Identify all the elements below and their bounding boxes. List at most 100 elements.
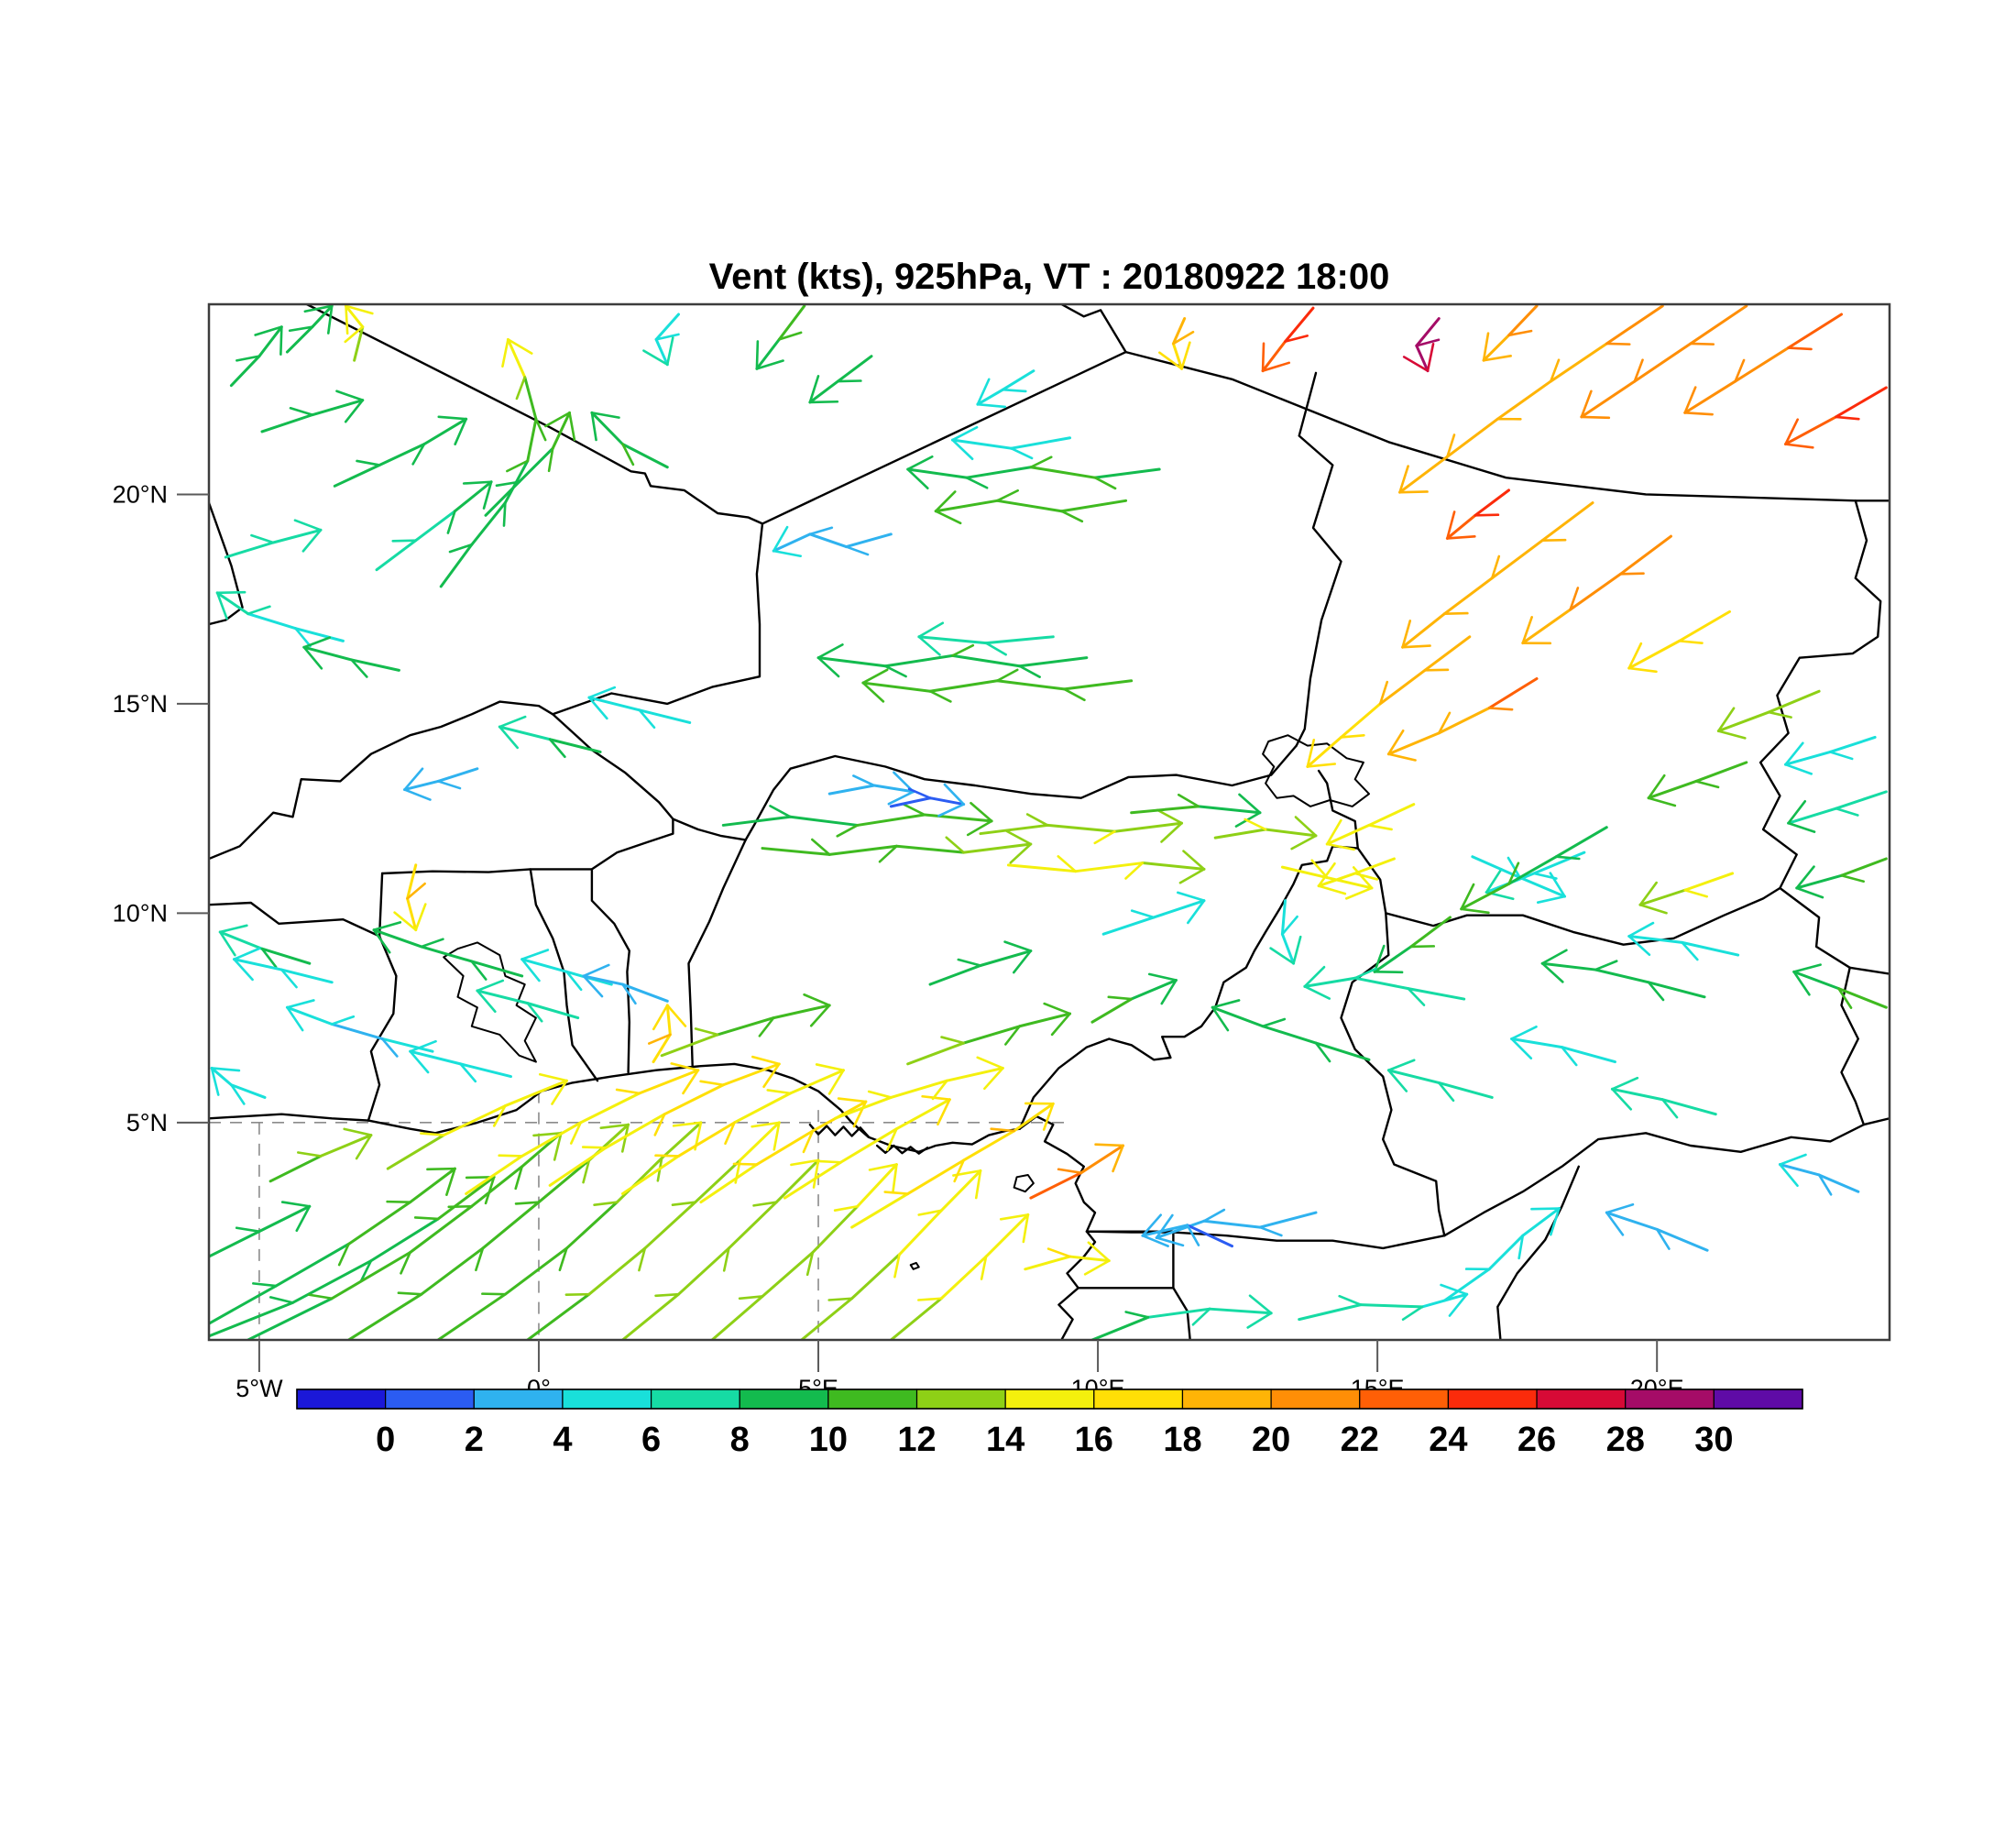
wind-barb bbox=[482, 480, 493, 510]
wind-barb bbox=[1310, 859, 1329, 879]
streamline bbox=[1325, 803, 1416, 851]
wind-barb bbox=[520, 958, 541, 982]
wind-barb bbox=[544, 412, 571, 428]
colorbar-segment bbox=[827, 1388, 918, 1410]
wind-barb bbox=[515, 376, 527, 401]
wind-barb bbox=[302, 636, 332, 649]
wind-barb bbox=[995, 488, 1019, 502]
wind-barb bbox=[1093, 476, 1117, 490]
streamline bbox=[928, 940, 1033, 986]
country-border-mali-mauritania bbox=[209, 501, 244, 626]
wind-barb bbox=[553, 1131, 563, 1161]
colorbar-segment bbox=[562, 1388, 652, 1410]
wind-barb bbox=[1248, 1294, 1273, 1315]
wind-barb bbox=[1580, 390, 1593, 419]
wind-barb bbox=[1352, 866, 1374, 890]
wind-barb bbox=[1517, 1234, 1525, 1260]
wind-barb bbox=[420, 1132, 445, 1136]
wind-barb bbox=[502, 501, 507, 527]
wind-barb bbox=[538, 1072, 568, 1082]
colorbar-segment bbox=[385, 1388, 475, 1410]
wind-barb bbox=[1387, 1069, 1408, 1092]
colorbar-label: 18 bbox=[1163, 1421, 1201, 1459]
streamline bbox=[1482, 304, 1539, 362]
wind-barb bbox=[999, 1213, 1030, 1221]
streamline bbox=[1101, 891, 1206, 936]
wind-barb bbox=[1010, 446, 1034, 460]
wind-barb bbox=[1317, 862, 1336, 887]
wind-barb bbox=[1779, 1163, 1799, 1187]
streamline bbox=[1213, 816, 1318, 851]
streamline bbox=[1605, 1202, 1709, 1252]
wind-barb bbox=[1647, 796, 1677, 807]
wind-barb bbox=[934, 510, 962, 525]
wind-barb bbox=[507, 338, 533, 355]
wind-barb bbox=[1004, 1025, 1021, 1046]
wind-barb bbox=[928, 689, 952, 703]
wind-barb bbox=[769, 805, 792, 818]
streamline bbox=[1306, 635, 1472, 768]
streamline bbox=[439, 337, 547, 588]
wind-barb bbox=[548, 738, 566, 759]
wind-barb bbox=[861, 668, 889, 685]
streamline bbox=[861, 668, 1134, 703]
wind-barb bbox=[1415, 338, 1441, 347]
wind-barb bbox=[599, 1123, 630, 1129]
wind-barb bbox=[1681, 941, 1699, 961]
streamline bbox=[1130, 793, 1262, 828]
wind-barb bbox=[724, 1121, 736, 1146]
streamline bbox=[393, 863, 427, 932]
streamline bbox=[889, 783, 966, 818]
colorbar-label: 26 bbox=[1517, 1421, 1556, 1459]
wind-barb bbox=[811, 838, 831, 856]
wind-barb bbox=[751, 1055, 781, 1066]
streamline bbox=[386, 1072, 568, 1170]
wind-barb bbox=[233, 958, 254, 982]
map-frame bbox=[207, 302, 1891, 1342]
wind-barb bbox=[1378, 680, 1389, 706]
country-border-niger-chad bbox=[1295, 371, 1342, 747]
streamline bbox=[1269, 899, 1302, 965]
colorbar-label: 14 bbox=[986, 1421, 1024, 1459]
wind-barb bbox=[970, 801, 993, 823]
wind-barb bbox=[1605, 342, 1631, 346]
colorbar-label: 10 bbox=[809, 1421, 848, 1459]
wind-barb bbox=[1784, 418, 1800, 445]
wind-barb bbox=[565, 971, 583, 992]
wind-barb bbox=[279, 325, 283, 356]
streamline bbox=[889, 1213, 1030, 1340]
wind-barb bbox=[654, 1292, 680, 1298]
wind-barb bbox=[462, 480, 493, 485]
wind-barb bbox=[654, 333, 680, 341]
wind-barb bbox=[883, 1191, 909, 1195]
wind-barb bbox=[943, 783, 965, 806]
streamline bbox=[260, 390, 365, 434]
wind-barb bbox=[827, 1297, 853, 1301]
wind-barb bbox=[1155, 1236, 1185, 1247]
wind-barb bbox=[1003, 940, 1033, 952]
wind-barb bbox=[951, 438, 974, 461]
wind-barb bbox=[1792, 963, 1822, 973]
wind-barb bbox=[815, 1063, 845, 1072]
colorbar-label: 24 bbox=[1429, 1421, 1467, 1459]
wind-barb bbox=[1314, 1041, 1331, 1063]
wind-barb bbox=[1787, 346, 1813, 351]
streamline bbox=[950, 425, 1072, 461]
wind-barb bbox=[492, 1104, 507, 1127]
wind-barb bbox=[1426, 342, 1435, 372]
wind-barb bbox=[593, 1201, 619, 1206]
wind-barb bbox=[1507, 856, 1522, 879]
wind-barb bbox=[344, 325, 365, 344]
wind-barb bbox=[1487, 707, 1514, 711]
wind-barb bbox=[976, 1056, 1004, 1070]
wind-barb bbox=[1107, 995, 1133, 1001]
streamline bbox=[1627, 921, 1740, 961]
wind-barb bbox=[836, 824, 860, 838]
wind-barb bbox=[1202, 1208, 1226, 1223]
wind-barb bbox=[1398, 490, 1429, 494]
wind-barb bbox=[951, 643, 975, 657]
wind-barb bbox=[459, 1062, 477, 1083]
wind-barb bbox=[1303, 965, 1326, 988]
wind-barb bbox=[1063, 687, 1086, 702]
